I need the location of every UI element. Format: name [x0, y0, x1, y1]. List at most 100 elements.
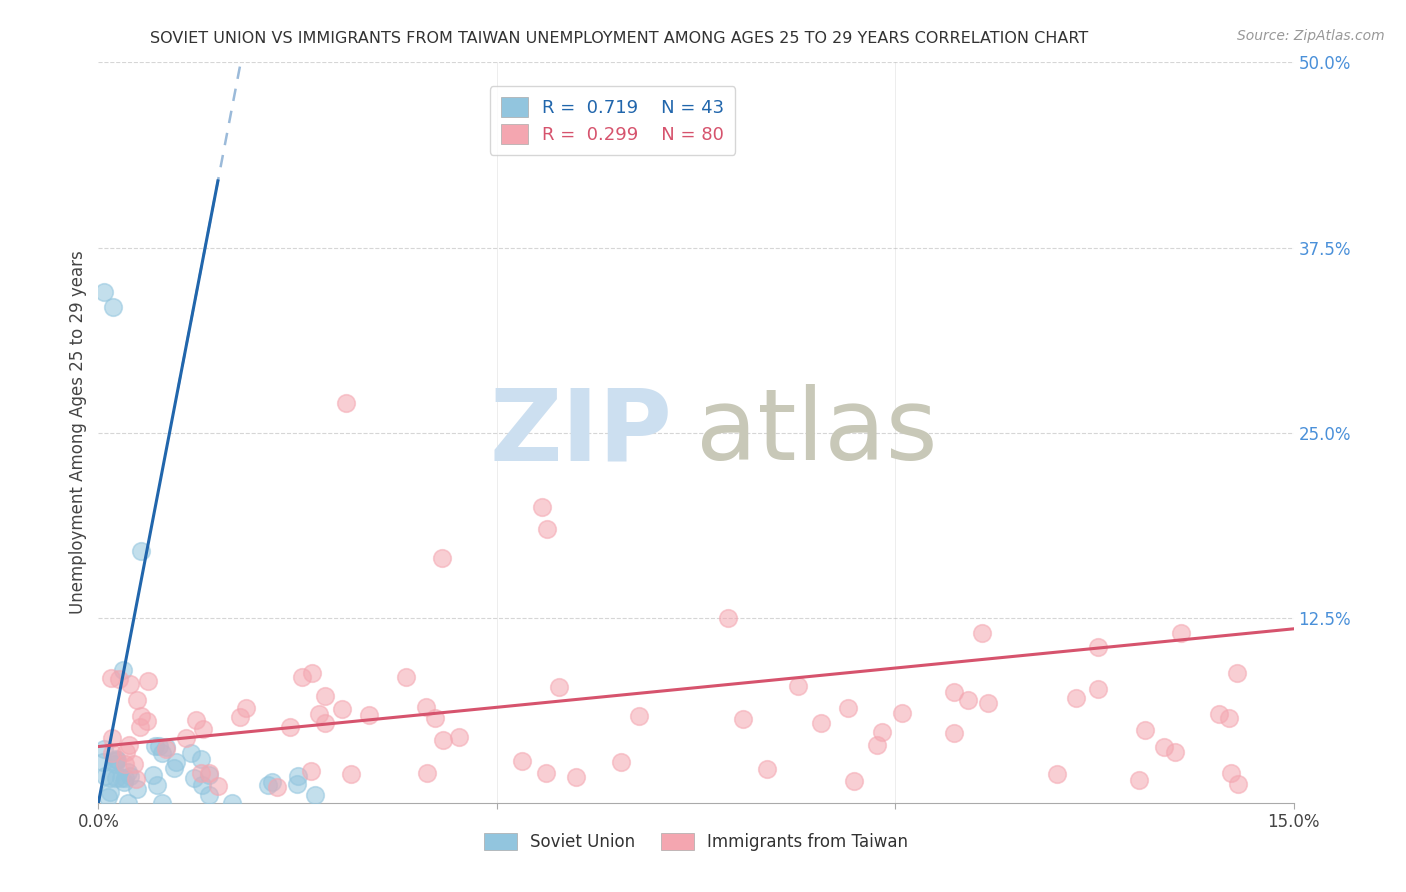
Point	[890, 706, 912, 721]
Point	[125, 772, 148, 787]
Point	[565, 770, 588, 784]
Point	[1163, 746, 1185, 760]
Point	[299, 764, 322, 779]
Point	[530, 500, 553, 514]
Point	[229, 710, 252, 724]
Point	[866, 738, 889, 752]
Point	[870, 725, 893, 739]
Point	[112, 775, 135, 789]
Point	[100, 671, 122, 685]
Point	[118, 769, 141, 783]
Point	[163, 761, 186, 775]
Point	[190, 752, 212, 766]
Point	[257, 778, 280, 792]
Point	[110, 771, 132, 785]
Point	[122, 757, 145, 772]
Point	[148, 739, 170, 754]
Point	[733, 712, 755, 726]
Point	[755, 762, 778, 776]
Point	[810, 715, 832, 730]
Point	[207, 779, 229, 793]
Point	[129, 709, 152, 723]
Point	[1220, 766, 1243, 780]
Point	[135, 714, 157, 728]
Point	[1170, 625, 1192, 640]
Point	[127, 693, 149, 707]
Point	[942, 726, 965, 740]
Point	[260, 775, 283, 789]
Point	[1133, 723, 1156, 737]
Point	[107, 753, 129, 767]
Y-axis label: Unemployment Among Ages 25 to 29 years: Unemployment Among Ages 25 to 29 years	[69, 251, 87, 615]
Point	[610, 756, 633, 770]
Point	[280, 720, 302, 734]
Point	[416, 765, 439, 780]
Point	[191, 722, 214, 736]
Point	[165, 756, 187, 770]
Point	[101, 746, 124, 760]
Point	[359, 708, 381, 723]
Point	[970, 625, 993, 640]
Point	[314, 690, 336, 704]
Point	[1226, 666, 1249, 681]
Point	[1064, 690, 1087, 705]
Text: atlas: atlas	[696, 384, 938, 481]
Point	[108, 672, 131, 686]
Point	[787, 679, 810, 693]
Point	[191, 778, 214, 792]
Point	[1087, 640, 1109, 655]
Point	[1226, 777, 1249, 791]
Point	[395, 670, 418, 684]
Point	[142, 768, 165, 782]
Text: Source: ZipAtlas.com: Source: ZipAtlas.com	[1237, 29, 1385, 43]
Point	[176, 731, 198, 746]
Point	[143, 739, 166, 753]
Point	[100, 771, 122, 785]
Point	[432, 733, 454, 747]
Point	[101, 300, 124, 314]
Point	[117, 764, 139, 779]
Point	[449, 730, 471, 744]
Point	[155, 739, 177, 754]
Point	[844, 773, 866, 788]
Point	[97, 790, 120, 805]
Point	[956, 692, 979, 706]
Point	[100, 731, 122, 745]
Point	[150, 746, 173, 760]
Point	[717, 610, 740, 624]
Point	[943, 685, 966, 699]
Point	[301, 665, 323, 680]
Point	[266, 780, 288, 794]
Point	[287, 769, 309, 783]
Point	[837, 700, 859, 714]
Point	[1087, 681, 1109, 696]
Point	[430, 551, 453, 566]
Point	[180, 746, 202, 760]
Point	[118, 738, 141, 752]
Point	[136, 674, 159, 689]
Point	[117, 796, 139, 810]
Point	[425, 711, 447, 725]
Point	[1208, 707, 1230, 722]
Point	[129, 544, 152, 558]
Point	[105, 772, 128, 786]
Point	[104, 754, 127, 768]
Point	[1128, 773, 1150, 788]
Point	[93, 285, 115, 299]
Point	[285, 776, 308, 790]
Point	[93, 742, 115, 756]
Point	[111, 663, 134, 677]
Point	[548, 681, 571, 695]
Point	[93, 769, 115, 783]
Point	[125, 781, 148, 796]
Point	[118, 676, 141, 690]
Text: SOVIET UNION VS IMMIGRANTS FROM TAIWAN UNEMPLOYMENT AMONG AGES 25 TO 29 YEARS CO: SOVIET UNION VS IMMIGRANTS FROM TAIWAN U…	[149, 31, 1088, 46]
Point	[290, 669, 312, 683]
Text: ZIP: ZIP	[489, 384, 672, 481]
Point	[314, 716, 336, 731]
Point	[197, 766, 219, 780]
Point	[534, 766, 557, 780]
Point	[98, 785, 121, 799]
Point	[155, 742, 177, 756]
Point	[339, 766, 361, 780]
